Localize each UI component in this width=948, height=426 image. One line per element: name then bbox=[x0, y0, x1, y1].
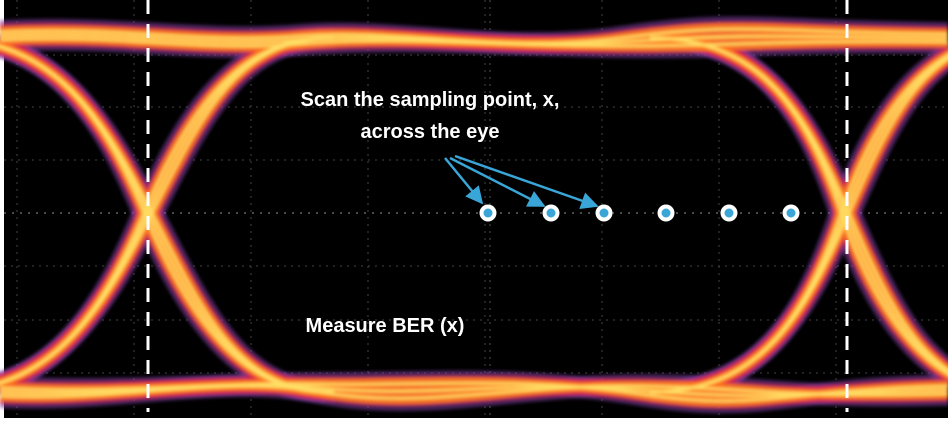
sampling-point-inner bbox=[662, 209, 671, 218]
sampling-point-inner bbox=[484, 209, 493, 218]
sampling-point-inner bbox=[547, 209, 556, 218]
annotation: Measure BER (x) bbox=[306, 315, 465, 337]
sampling-point-inner bbox=[725, 209, 734, 218]
sampling-point-inner bbox=[787, 209, 796, 218]
sampling-point-inner bbox=[600, 209, 609, 218]
annotation: Scan the sampling point, x, bbox=[301, 89, 560, 111]
eye-diagram: Scan the sampling point, x, across the e… bbox=[0, 0, 948, 426]
annotation: across the eye bbox=[361, 121, 500, 143]
